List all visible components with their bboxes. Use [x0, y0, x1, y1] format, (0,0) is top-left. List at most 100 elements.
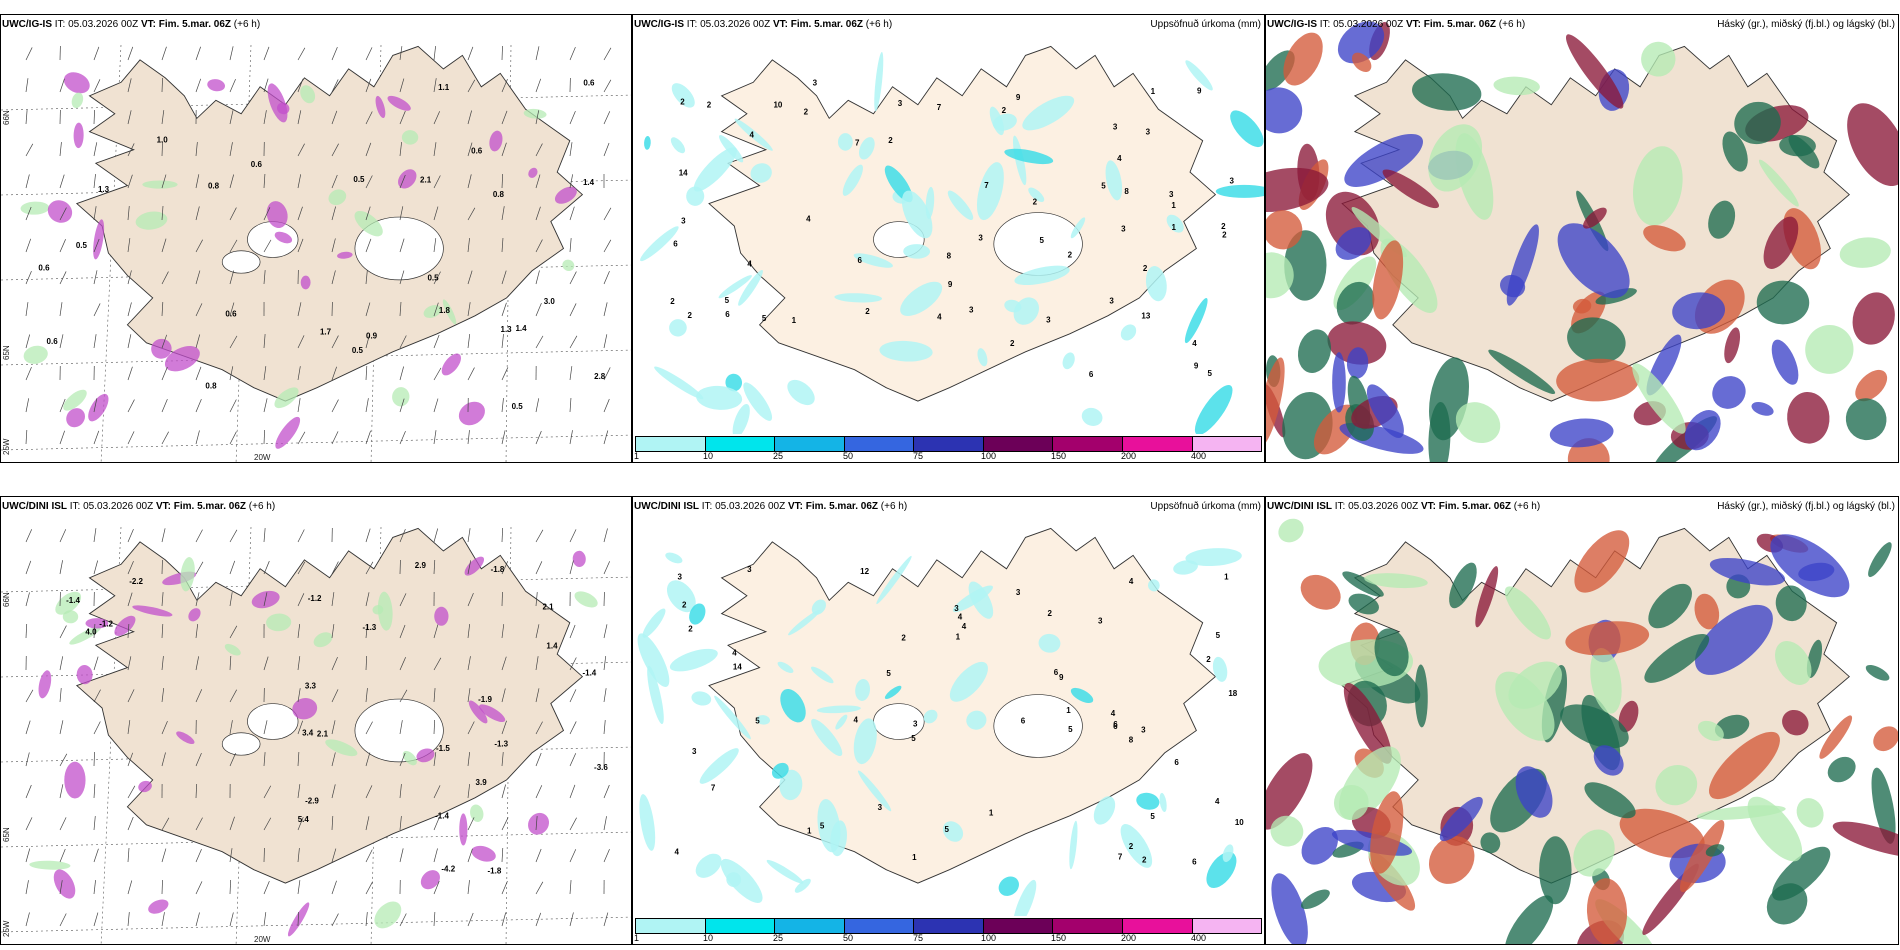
- wind-barb: [433, 816, 440, 831]
- wind-barb: [127, 752, 134, 767]
- value-label: 9: [948, 280, 953, 289]
- precip-area: [788, 609, 821, 636]
- wind-barb: [59, 560, 63, 575]
- wind-barb: [501, 173, 504, 189]
- wind-barb: [433, 334, 440, 349]
- cloud-area: [1567, 438, 1610, 462]
- precip-area: [1038, 633, 1061, 653]
- wind-barb: [297, 529, 305, 543]
- value-label: 3: [1098, 616, 1103, 625]
- cloud-area: [1504, 895, 1554, 944]
- iceland-land: [75, 45, 584, 402]
- wind-barb: [297, 206, 303, 221]
- wind-barb: [399, 816, 402, 831]
- value-label: -1.3: [362, 623, 376, 632]
- precip-area: [666, 580, 696, 613]
- wind-barb: [229, 239, 238, 253]
- value-label: 9: [1016, 93, 1021, 102]
- wind-barb: [59, 334, 64, 349]
- wind-barb: [467, 334, 471, 349]
- precip-area: [1081, 407, 1103, 426]
- value-label: 2: [1142, 855, 1147, 864]
- cloud-area: [1266, 252, 1294, 299]
- cloud-area: [1372, 240, 1404, 320]
- value-label: 3: [978, 233, 983, 242]
- value-label: 8: [947, 251, 952, 260]
- wind-barb: [603, 430, 609, 445]
- precip-cell: [401, 130, 419, 145]
- wind-barb: [467, 912, 474, 927]
- wind-barb: [59, 880, 63, 895]
- precip-cell: [93, 219, 105, 260]
- wind-barb: [25, 560, 32, 575]
- wind-barb: [263, 880, 270, 895]
- wind-barb: [501, 912, 507, 927]
- wind-barb: [603, 142, 610, 157]
- wind-barb: [25, 143, 34, 157]
- precip-area: [900, 281, 943, 316]
- cloud-area: [1855, 369, 1888, 402]
- wind-barb: [229, 879, 232, 895]
- legend-swatch: [1192, 437, 1262, 451]
- wind-barb: [433, 528, 439, 543]
- wind-barb: [535, 688, 540, 703]
- wind-barb: [501, 817, 509, 831]
- wind-barb: [365, 366, 368, 381]
- wind-barb: [603, 367, 611, 381]
- precip-cell: [441, 353, 462, 376]
- wind-barb: [433, 430, 437, 445]
- precip-area: [923, 709, 938, 724]
- wind-barb: [501, 848, 504, 863]
- precip-area: [810, 666, 834, 684]
- value-label: 0.5: [512, 402, 524, 411]
- precip-cell: [479, 704, 506, 723]
- wind-barb: [501, 302, 507, 317]
- wind-barb: [569, 880, 572, 895]
- wind-barb: [399, 142, 402, 157]
- wind-barb: [467, 367, 475, 381]
- cloud-area: [1488, 349, 1556, 395]
- wind-barb: [569, 560, 574, 575]
- precip-cell: [375, 95, 386, 119]
- wind-barb: [501, 110, 508, 125]
- cloud-area: [1648, 583, 1692, 629]
- wind-barb: [603, 79, 612, 93]
- precip-area: [977, 348, 988, 367]
- wind-barb: [569, 657, 577, 671]
- latitude-line: [1, 916, 631, 933]
- wind-barb: [433, 206, 439, 221]
- legend-swatch: [844, 919, 915, 933]
- wind-barb: [229, 174, 235, 189]
- wind-barb: [399, 657, 406, 671]
- wind-barb: [433, 302, 439, 317]
- precip-area: [949, 661, 988, 702]
- cloud-area: [1756, 280, 1810, 325]
- value-label: 8: [1129, 735, 1134, 744]
- wind-barb: [399, 78, 405, 93]
- wind-barb: [501, 880, 508, 895]
- wind-barb: [433, 657, 442, 671]
- precip-cell: [528, 167, 538, 178]
- wind-barb: [195, 46, 201, 61]
- wind-barb: [297, 816, 304, 831]
- wind-barb: [263, 752, 266, 767]
- wind-barb: [603, 912, 609, 927]
- wind-barb: [603, 334, 608, 349]
- wind-barb: [229, 335, 238, 349]
- wind-barb: [297, 398, 301, 413]
- wind-barb: [467, 430, 470, 445]
- wind-barb: [229, 207, 237, 221]
- precip-map: 1333541032645766456461254357914121824855…: [637, 527, 1244, 929]
- precip-area: [654, 366, 704, 400]
- wind-barb: [501, 238, 504, 253]
- precip-cell: [176, 731, 195, 745]
- wind-barb: [569, 721, 577, 735]
- wind-precip-panel-igis: UWC/IG-IS IT: 05.03.2026 00Z VT: Fim. 5.…: [0, 14, 632, 463]
- value-label: 2: [865, 307, 870, 316]
- wind-barb: [263, 592, 268, 607]
- cloud-area: [1565, 621, 1650, 656]
- cloud-area: [1333, 784, 1369, 821]
- precip-area: [835, 714, 848, 730]
- wind-barb: [331, 880, 337, 895]
- value-label: 0.6: [251, 160, 263, 169]
